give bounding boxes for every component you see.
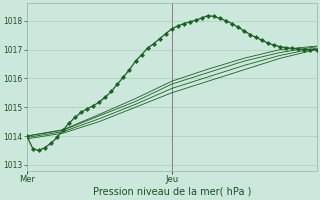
X-axis label: Pression niveau de la mer( hPa ): Pression niveau de la mer( hPa ) <box>92 187 251 197</box>
